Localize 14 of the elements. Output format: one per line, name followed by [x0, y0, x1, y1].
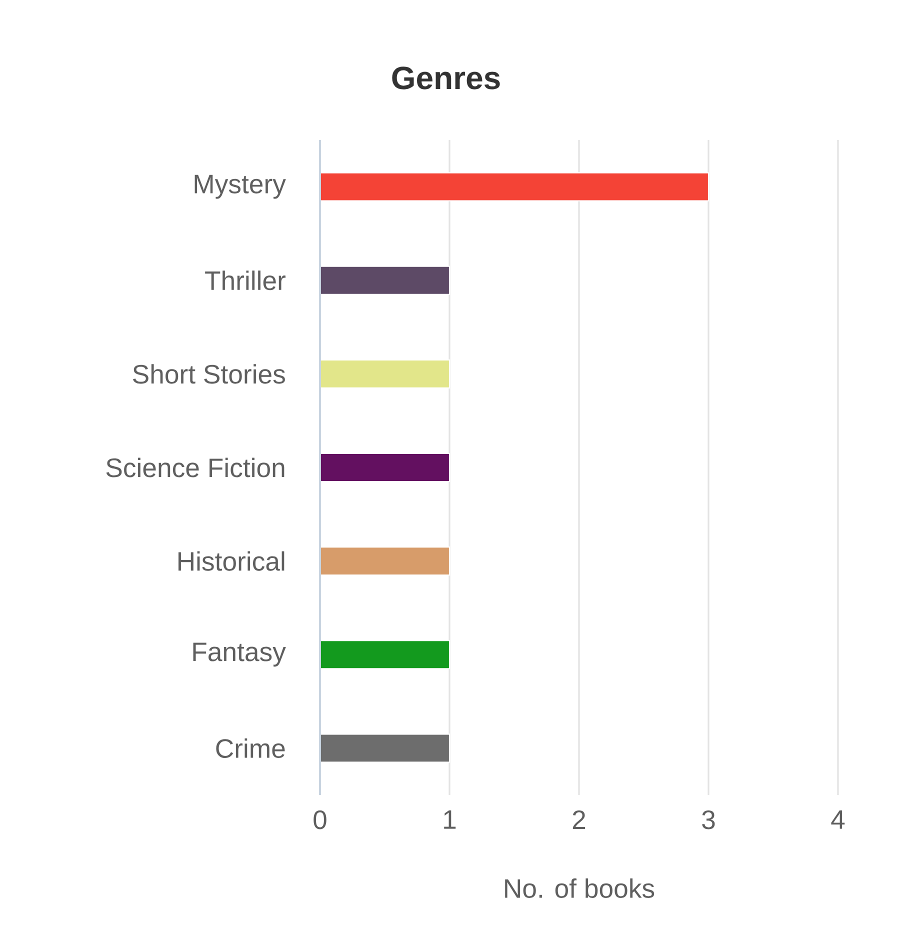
y-tick-label: Mystery: [194, 174, 286, 199]
y-tick-label: Science Fiction: [106, 458, 284, 478]
y-tick-label: Crime: [216, 738, 285, 758]
x-tick-label: 0: [314, 810, 326, 830]
y-tick-label: Thriller: [205, 270, 286, 290]
x-tick-label: 3: [702, 810, 715, 830]
y-tick-label: Short Stories: [133, 364, 285, 384]
chart-title: Genres: [392, 66, 500, 90]
x-axis-title: No. of books: [505, 878, 654, 898]
x-tick-label: 2: [572, 810, 586, 829]
x-tick-label: 4: [831, 810, 845, 829]
y-tick-label: Fantasy: [193, 642, 286, 667]
y-tick-label: Historical: [178, 551, 284, 571]
x-tick-label: 1: [444, 810, 456, 829]
